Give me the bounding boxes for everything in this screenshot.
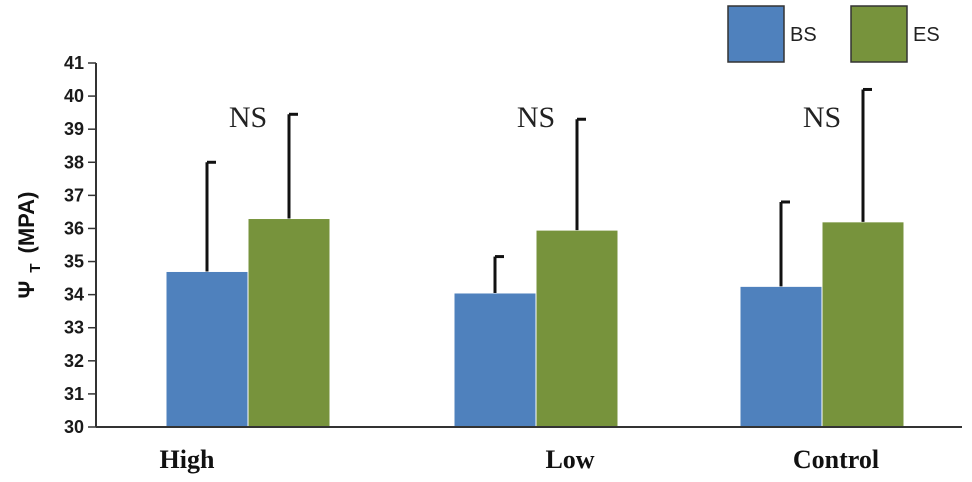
y-tick-label: 33 (64, 318, 84, 338)
legend-swatch-bs (727, 5, 785, 63)
y-axis-label: Ψ T (MPA) (14, 192, 44, 299)
legend: BS ES (727, 5, 940, 63)
axes (95, 63, 962, 428)
bar-es-high (247, 218, 331, 428)
x-tick-label-low: Low (545, 445, 594, 474)
y-tick-label: 37 (64, 185, 84, 205)
bar-bs-high (165, 270, 249, 428)
significance-labels: NS NS NS (229, 101, 841, 134)
y-tick-label: 31 (64, 384, 84, 404)
y-tick-label: 40 (64, 86, 84, 106)
y-axis-label-symbol: Ψ (14, 281, 39, 299)
category-labels: High Low Control (160, 445, 880, 474)
y-tick-label: 41 (64, 53, 84, 73)
y-tick-label: 39 (64, 119, 84, 139)
x-tick-label-control: Control (793, 445, 879, 474)
ns-annotation: NS (229, 101, 267, 134)
y-tick-label: 36 (64, 218, 84, 238)
y-tick-label: 30 (64, 417, 84, 437)
legend-label-es: ES (913, 24, 940, 46)
ns-annotation: NS (517, 101, 555, 134)
y-axis-label-subscript: T (27, 263, 44, 272)
bars (165, 218, 905, 428)
ns-annotation: NS (803, 101, 841, 134)
bar-bs-low (453, 292, 537, 428)
y-axis-label-unit: (MPA) (14, 192, 39, 254)
legend-label-bs: BS (790, 24, 817, 46)
y-tick-label: 32 (64, 351, 84, 371)
y-tick-label: 38 (64, 152, 84, 172)
y-tick-label: 35 (64, 252, 84, 272)
bar-es-low (535, 229, 619, 428)
x-tick-label-high: High (160, 445, 215, 474)
svg-text:Ψ T (MPA): Ψ T (MPA) (14, 192, 44, 299)
y-tick-label: 34 (64, 285, 84, 305)
bar-es-control (821, 221, 905, 428)
bar-bs-control (739, 285, 823, 428)
y-axis-ticks: 30 31 32 33 34 35 36 37 38 39 40 41 (64, 53, 96, 437)
error-bars (205, 87, 872, 293)
legend-swatch-es (850, 5, 908, 63)
